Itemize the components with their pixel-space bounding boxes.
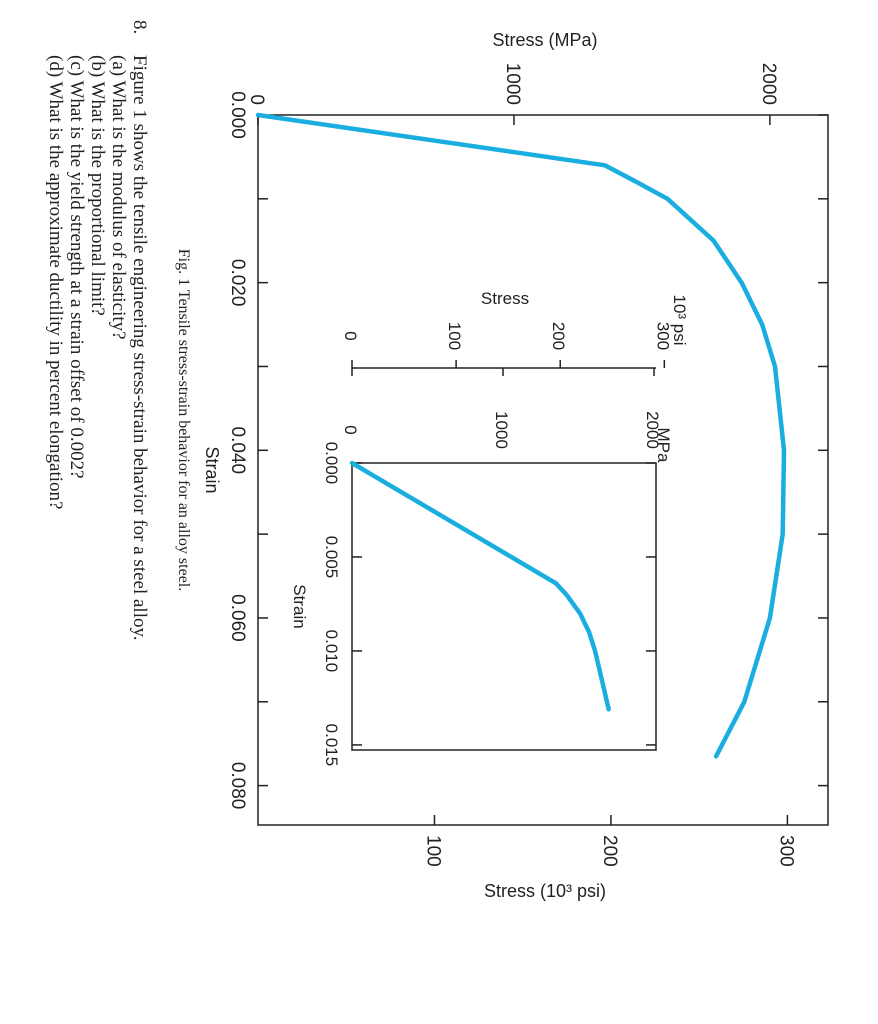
- problem-number: 8.: [129, 20, 150, 34]
- stress-strain-curve: [255, 112, 787, 759]
- problem-line: (d) What is the approximate ductility in…: [45, 55, 66, 509]
- problem-line: (c) What is the yield strength at a stra…: [66, 55, 87, 479]
- y-tick-label: 2000: [643, 411, 662, 449]
- y2-tick-label: 100: [422, 835, 443, 867]
- x-tick-label: 0.000: [322, 442, 341, 485]
- x-tick-label: 0.005: [322, 536, 341, 579]
- y-axis-label: Stress: [481, 289, 529, 308]
- y-tick-label: 1000: [502, 63, 523, 105]
- problem-line: Figure 1 shows the tensile engineering s…: [129, 55, 150, 641]
- y-tick-label: 2000: [758, 63, 779, 105]
- y2-unit: 10³ psi: [670, 294, 689, 345]
- stress-strain-curve: [349, 460, 611, 712]
- y2-tick-label: 100: [445, 322, 464, 350]
- x-tick-label: 0.000: [227, 91, 248, 139]
- x-tick-label: 0.080: [227, 762, 248, 810]
- problem-line: (a) What is the modulus of elasticity?: [108, 55, 129, 340]
- y-unit: MPa: [654, 428, 673, 464]
- y2-tick-label: 300: [653, 322, 672, 350]
- problem-line: (b) What is the proportional limit?: [87, 55, 108, 316]
- y-tick-label: 0: [246, 94, 267, 105]
- y2-tick-label: 200: [549, 322, 568, 350]
- y2-axis-label: Stress (10³ psi): [484, 881, 606, 901]
- x-tick-label: 0.020: [227, 259, 248, 307]
- x-tick-label: 0.060: [227, 594, 248, 642]
- plot-frame: [351, 462, 657, 751]
- y-tick-label: 0: [341, 425, 360, 434]
- plot-frame: [257, 114, 829, 826]
- figure-caption: Fig. 1 Tensile stress-strain behavior fo…: [175, 249, 192, 592]
- y2-tick-label: 0: [341, 331, 360, 340]
- y-tick-label: 1000: [492, 411, 511, 449]
- rotated-content: 8. Figure 1 shows the tensile engineering…: [45, 20, 829, 901]
- y2-tick-label: 300: [775, 835, 796, 867]
- x-tick-label: 0.010: [322, 630, 341, 673]
- x-axis-label: Strain: [290, 584, 309, 628]
- x-axis-label: Strain: [202, 446, 222, 493]
- x-tick-label: 0.040: [227, 427, 248, 475]
- y-axis-label: Stress (MPa): [492, 30, 597, 50]
- x-tick-label: 0.015: [322, 724, 341, 767]
- y2-tick-label: 200: [599, 835, 620, 867]
